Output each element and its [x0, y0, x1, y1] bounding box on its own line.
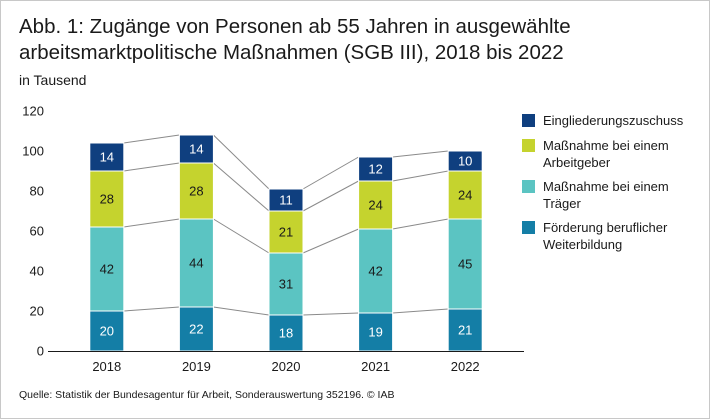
connector-line: [213, 218, 270, 254]
data-label: 21: [279, 225, 293, 240]
legend-label: Maßnahme bei einem Träger: [543, 179, 669, 211]
y-tick-label: 20: [30, 304, 44, 319]
data-label: 22: [189, 322, 203, 337]
bar-segment: [268, 210, 304, 254]
data-label: 14: [189, 142, 203, 157]
data-label: 12: [368, 162, 382, 177]
connector-line: [302, 180, 359, 212]
connector-line: [302, 156, 359, 190]
data-label: 24: [368, 198, 382, 213]
data-label: 21: [458, 323, 472, 338]
y-tick-label: 120: [22, 104, 44, 119]
y-tick-label: 100: [22, 144, 44, 159]
data-label: 44: [189, 256, 203, 271]
bar-segment: [268, 188, 304, 212]
connector-line: [392, 150, 449, 158]
legend-swatch: [522, 139, 535, 152]
connector-line: [213, 162, 270, 212]
x-tick-label: 2018: [92, 359, 121, 374]
legend-label: Förderung beruflicher Weiterbildung: [543, 220, 668, 252]
connector-line: [302, 312, 359, 316]
data-label: 31: [279, 277, 293, 292]
bar-segment: [358, 156, 394, 182]
data-label: 28: [100, 192, 114, 207]
bar-segment: [89, 142, 125, 172]
data-label: 18: [279, 326, 293, 341]
legend-item: Maßnahme bei einem Arbeitgeber: [522, 137, 703, 171]
x-tick-label: 2022: [451, 359, 480, 374]
legend-swatch: [522, 180, 535, 193]
legend-swatch: [522, 114, 535, 127]
y-axis-unit-label: in Tausend: [19, 72, 87, 88]
connector-line: [213, 134, 270, 190]
connector-line: [213, 306, 270, 316]
y-tick-label: 80: [30, 184, 44, 199]
bar-segment: [89, 170, 125, 228]
connector-line: [123, 134, 180, 144]
connector-line: [302, 228, 359, 254]
data-label: 19: [368, 325, 382, 340]
connector-line: [123, 306, 180, 312]
data-label: 24: [458, 188, 472, 203]
bar-segment: [358, 228, 394, 314]
legend-item: Maßnahme bei einem Träger: [522, 178, 703, 212]
bar-segment: [178, 306, 214, 352]
legend-swatch: [522, 221, 535, 234]
connector-line: [123, 218, 180, 228]
data-label: 42: [368, 264, 382, 279]
chart-title-line-2: arbeitsmarktpolitische Maßnahmen (SGB II…: [19, 41, 564, 64]
connector-line: [392, 170, 449, 182]
data-label: 45: [458, 257, 472, 272]
connector-line: [123, 162, 180, 172]
y-tick-label: 0: [37, 344, 44, 359]
bar-segment: [447, 150, 483, 172]
x-tick-label: 2020: [272, 359, 301, 374]
bar-segment: [178, 162, 214, 220]
data-label: 28: [189, 184, 203, 199]
y-tick-label: 40: [30, 264, 44, 279]
data-label: 42: [100, 262, 114, 277]
data-label: 10: [458, 154, 472, 169]
connector-line: [392, 308, 449, 314]
data-label: 14: [100, 150, 114, 165]
legend-item: Förderung beruflicher Weiterbildung: [522, 219, 703, 253]
bar-segment: [268, 314, 304, 352]
bar-segment: [447, 170, 483, 220]
bar-segment: [358, 312, 394, 352]
data-label: 20: [100, 324, 114, 339]
bar-segment: [268, 252, 304, 316]
data-label: 11: [279, 193, 293, 208]
connector-line: [392, 218, 449, 230]
y-tick-label: 60: [30, 224, 44, 239]
chart-title-line-1: Abb. 1: Zugänge von Personen ab 55 Jahre…: [19, 15, 571, 38]
legend-label: Eingliederungszuschuss: [543, 113, 684, 128]
x-tick-label: 2021: [361, 359, 390, 374]
bar-segment: [358, 180, 394, 230]
bar-segment: [447, 218, 483, 310]
bar-segment: [178, 134, 214, 164]
source-note: Quelle: Statistik der Bundesagentur für …: [19, 389, 395, 401]
x-tick-label: 2019: [182, 359, 211, 374]
chart-title: Abb. 1: Zugänge von Personen ab 55 Jahre…: [19, 14, 699, 66]
bar-segment: [89, 226, 125, 312]
legend-label: Maßnahme bei einem Arbeitgeber: [543, 138, 669, 170]
legend-item: Eingliederungszuschuss: [522, 112, 703, 129]
